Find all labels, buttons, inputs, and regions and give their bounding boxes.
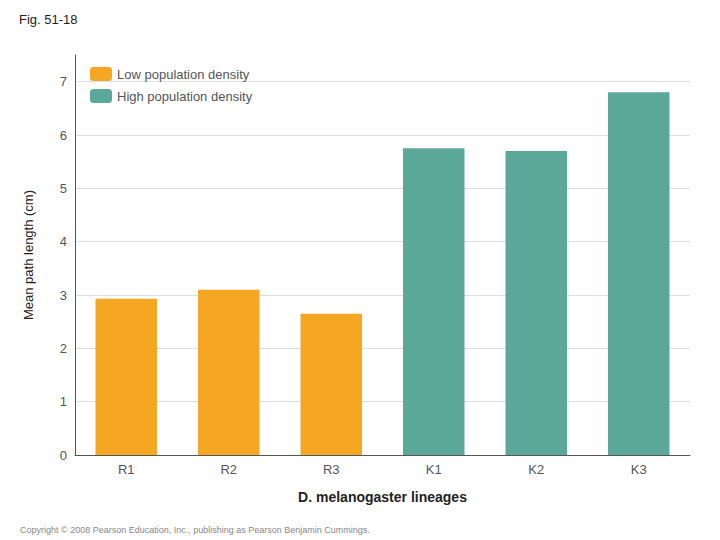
svg-text:7: 7 [60, 74, 67, 89]
svg-text:R1: R1 [118, 462, 135, 477]
svg-text:Copyright © 2008 Pearson Educa: Copyright © 2008 Pearson Education, Inc.… [20, 525, 370, 535]
svg-text:0: 0 [60, 448, 67, 463]
svg-text:K1: K1 [426, 462, 442, 477]
svg-text:Fig. 51-18: Fig. 51-18 [19, 12, 78, 27]
svg-text:K2: K2 [528, 462, 544, 477]
svg-text:4: 4 [60, 234, 67, 249]
svg-text:6: 6 [60, 128, 67, 143]
svg-text:Mean path length (cm): Mean path length (cm) [21, 190, 36, 320]
svg-text:High population density: High population density [117, 89, 253, 104]
svg-text:3: 3 [60, 288, 67, 303]
svg-text:R3: R3 [323, 462, 340, 477]
svg-text:2: 2 [60, 341, 67, 356]
svg-text:Low population density: Low population density [117, 67, 250, 82]
svg-text:5: 5 [60, 181, 67, 196]
svg-text:D. melanogaster lineages: D. melanogaster lineages [298, 489, 467, 505]
svg-text:K3: K3 [631, 462, 647, 477]
svg-text:1: 1 [60, 394, 67, 409]
svg-text:R2: R2 [220, 462, 237, 477]
